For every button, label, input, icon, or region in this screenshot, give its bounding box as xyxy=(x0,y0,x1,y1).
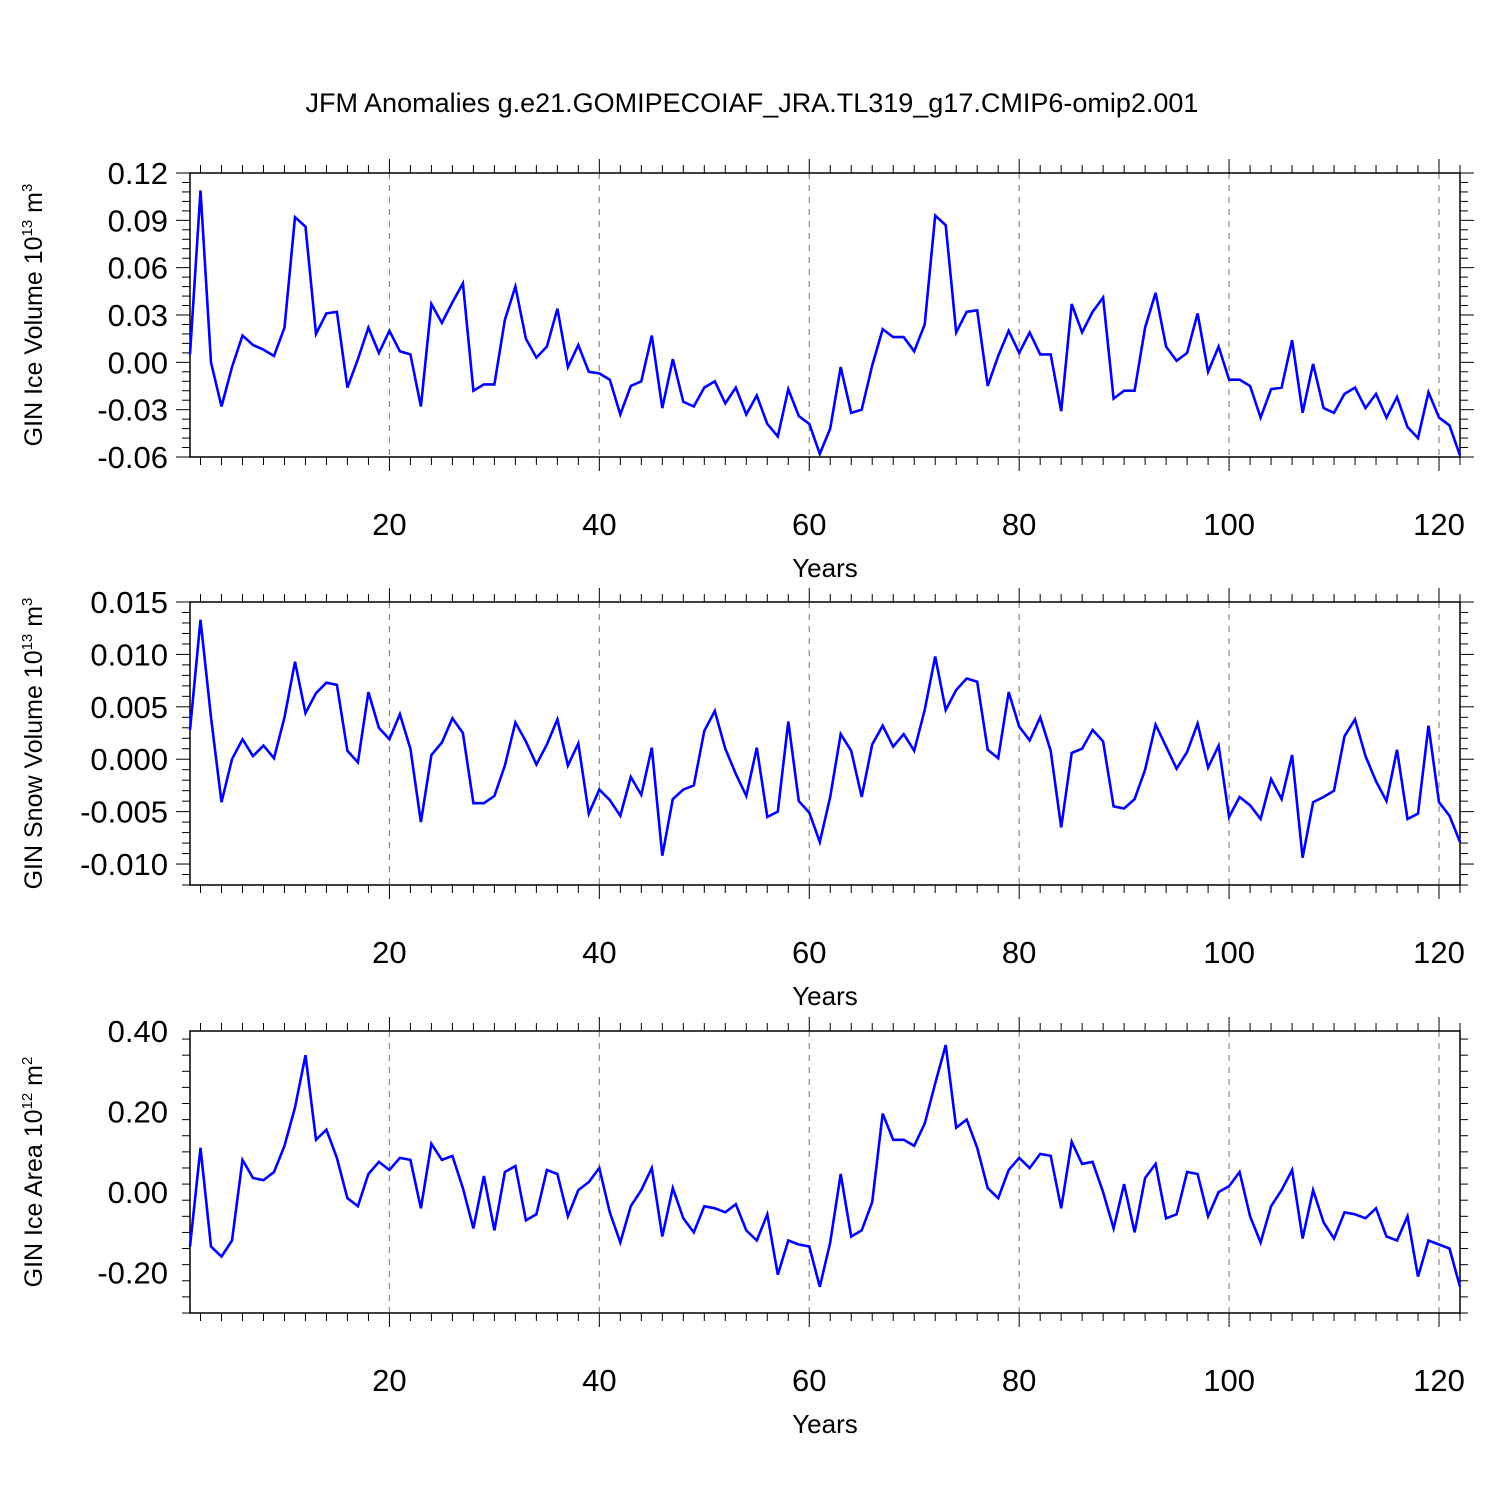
x-tick-label: 100 xyxy=(1203,507,1255,542)
y-tick-label: 0.00 xyxy=(108,345,168,380)
x-tick-label: 60 xyxy=(792,935,826,970)
x-axis-label: Years xyxy=(792,981,858,1011)
panel-3: -0.20 0.00 0.20 0.40 20 40 60 80 100 120 Years GIN … xyxy=(19,1014,1468,1439)
y-tick-label: 0.00 xyxy=(108,1175,168,1210)
x-tick-label: 40 xyxy=(582,935,616,970)
y-tick-label: 0.20 xyxy=(108,1095,168,1130)
figure-title: JFM Anomalies g.e21.GOMIPECOIAF_JRA.TL31… xyxy=(306,88,1199,118)
y-tick-label: 0.03 xyxy=(108,298,168,333)
y-tick-label: -0.005 xyxy=(80,795,168,830)
x-tick-label: 80 xyxy=(1002,1363,1036,1398)
y-tick-label: 0.12 xyxy=(108,156,168,191)
plot-frame xyxy=(189,172,1461,458)
y-tick-label: -0.06 xyxy=(97,440,168,475)
x-tick-label: 20 xyxy=(372,935,406,970)
x-tick-label: 40 xyxy=(582,507,616,542)
y-axis-label: GIN Ice Volume 1013 m3 xyxy=(19,184,48,447)
x-tick-label: 20 xyxy=(372,1363,406,1398)
x-tick-label: 40 xyxy=(582,1363,616,1398)
y-tick-label: 0.005 xyxy=(90,690,168,725)
plot-frame xyxy=(189,1030,1461,1314)
series-line xyxy=(188,1044,1462,1288)
x-axis-label: Years xyxy=(792,1409,858,1439)
x-tick-label: 80 xyxy=(1002,935,1036,970)
panel-2: -0.010 -0.005 0.000 0.005 0.010 0.015 20 40 60 80… xyxy=(19,585,1474,1011)
x-tick-label: 100 xyxy=(1203,1363,1255,1398)
series-line xyxy=(188,190,1462,458)
x-tick-label: 80 xyxy=(1002,507,1036,542)
panel-1: -0.06 -0.03 0.00 0.03 0.06 0.09 0.12 20 40 60 80 10… xyxy=(19,156,1474,583)
y-tick-label: -0.03 xyxy=(97,393,168,428)
y-tick-label: 0.000 xyxy=(90,742,168,777)
y-tick-label: 0.015 xyxy=(90,585,168,620)
y-tick-label: 0.40 xyxy=(108,1014,168,1049)
y-axis-label: GIN Ice Area 1012 m2 xyxy=(19,1057,48,1288)
x-tick-label: 120 xyxy=(1413,935,1465,970)
x-tick-label: 60 xyxy=(792,1363,826,1398)
y-tick-label: 0.010 xyxy=(90,637,168,672)
y-tick-label: 0.06 xyxy=(108,251,168,286)
y-tick-label: -0.20 xyxy=(97,1256,168,1291)
x-tick-label: 120 xyxy=(1413,507,1465,542)
plot-frame xyxy=(189,601,1461,886)
y-tick-label: 0.09 xyxy=(108,203,168,238)
x-tick-label: 20 xyxy=(372,507,406,542)
x-tick-label: 100 xyxy=(1203,935,1255,970)
series-line xyxy=(188,619,1462,858)
x-axis-label: Years xyxy=(792,553,858,583)
x-tick-label: 60 xyxy=(792,507,826,542)
y-axis-label: GIN Snow Volume 1013 m3 xyxy=(19,598,48,890)
y-tick-label: -0.010 xyxy=(80,847,168,882)
x-tick-label: 120 xyxy=(1413,1363,1465,1398)
panels: -0.06 -0.03 0.00 0.03 0.06 0.09 0.12 20 40 60 80 10… xyxy=(19,156,1474,1439)
